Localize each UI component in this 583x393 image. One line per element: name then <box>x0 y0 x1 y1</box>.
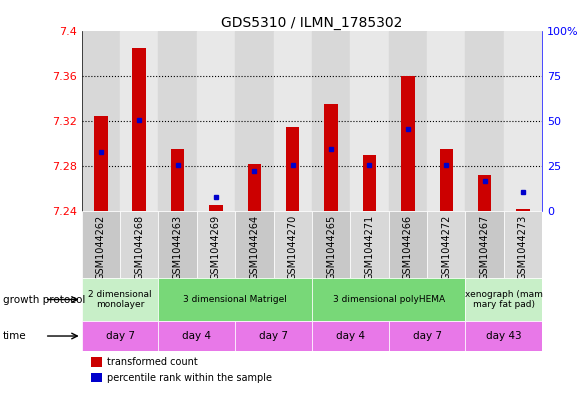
Text: GSM1044269: GSM1044269 <box>211 215 221 279</box>
Text: 3 dimensional Matrigel: 3 dimensional Matrigel <box>183 295 287 304</box>
Bar <box>159 279 312 321</box>
Text: GSM1044265: GSM1044265 <box>326 215 336 280</box>
Bar <box>196 31 235 211</box>
Bar <box>312 321 389 351</box>
Bar <box>209 206 223 211</box>
Bar <box>286 127 300 211</box>
Bar <box>159 31 196 211</box>
Text: 3 dimensional polyHEMA: 3 dimensional polyHEMA <box>333 295 445 304</box>
Bar <box>235 211 273 279</box>
Text: transformed count: transformed count <box>107 356 198 367</box>
Text: day 7: day 7 <box>413 331 441 341</box>
Text: GSM1044272: GSM1044272 <box>441 215 451 280</box>
Bar <box>248 164 261 211</box>
Text: day 7: day 7 <box>259 331 288 341</box>
Bar <box>504 31 542 211</box>
Text: GSM1044264: GSM1044264 <box>250 215 259 279</box>
Bar <box>171 149 184 211</box>
Bar <box>235 31 273 211</box>
Text: GSM1044263: GSM1044263 <box>173 215 182 279</box>
Bar <box>324 105 338 211</box>
Bar <box>350 211 389 279</box>
Bar <box>273 211 312 279</box>
Title: GDS5310 / ILMN_1785302: GDS5310 / ILMN_1785302 <box>221 17 403 30</box>
Text: time: time <box>3 331 27 341</box>
Bar <box>312 279 465 321</box>
Bar <box>427 211 465 279</box>
Bar <box>517 209 530 211</box>
Bar <box>389 211 427 279</box>
Text: day 4: day 4 <box>336 331 365 341</box>
Text: 2 dimensional
monolayer: 2 dimensional monolayer <box>88 290 152 309</box>
Bar <box>401 76 415 211</box>
Bar <box>389 321 465 351</box>
Bar <box>440 149 453 211</box>
Bar <box>389 31 427 211</box>
Text: xenograph (mam
mary fat pad): xenograph (mam mary fat pad) <box>465 290 543 309</box>
Bar <box>82 279 159 321</box>
Bar <box>273 31 312 211</box>
Bar <box>120 31 159 211</box>
Text: day 4: day 4 <box>182 331 211 341</box>
Text: day 43: day 43 <box>486 331 522 341</box>
Bar <box>82 31 120 211</box>
Bar <box>196 211 235 279</box>
Text: GSM1044262: GSM1044262 <box>96 215 106 280</box>
Bar <box>427 31 465 211</box>
Text: GSM1044271: GSM1044271 <box>364 215 374 280</box>
Bar <box>120 211 159 279</box>
Bar <box>465 211 504 279</box>
Bar <box>94 116 107 211</box>
Bar <box>312 31 350 211</box>
Text: percentile rank within the sample: percentile rank within the sample <box>107 373 272 382</box>
Bar <box>350 31 389 211</box>
Text: GSM1044267: GSM1044267 <box>480 215 490 280</box>
Text: GSM1044270: GSM1044270 <box>288 215 298 280</box>
Bar <box>478 175 491 211</box>
Bar <box>91 373 103 382</box>
Bar <box>465 279 542 321</box>
Text: GSM1044266: GSM1044266 <box>403 215 413 279</box>
Bar <box>465 321 542 351</box>
Bar <box>159 211 196 279</box>
Bar <box>132 48 146 211</box>
Bar <box>504 211 542 279</box>
Text: GSM1044268: GSM1044268 <box>134 215 144 279</box>
Bar <box>465 31 504 211</box>
Bar <box>235 321 312 351</box>
Bar <box>312 211 350 279</box>
Text: growth protocol: growth protocol <box>3 294 85 305</box>
Bar <box>91 356 103 367</box>
Bar <box>82 321 159 351</box>
Bar <box>82 211 120 279</box>
Bar <box>363 155 376 211</box>
Text: GSM1044273: GSM1044273 <box>518 215 528 280</box>
Bar <box>159 321 235 351</box>
Text: day 7: day 7 <box>106 331 135 341</box>
